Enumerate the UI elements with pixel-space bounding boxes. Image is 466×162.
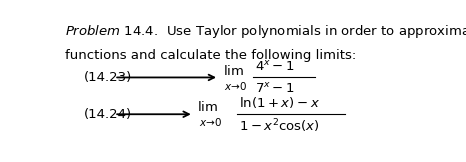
Text: $\lim$: $\lim$ (223, 64, 244, 78)
Text: $x\!\to\!0$: $x\!\to\!0$ (199, 116, 223, 128)
Text: $\it{Problem}$ 14.4.  Use Taylor polynomials in order to approximate the: $\it{Problem}$ 14.4. Use Taylor polynomi… (65, 23, 466, 40)
Text: $\ln(1 + x) - x$: $\ln(1 + x) - x$ (239, 95, 320, 110)
Text: $\lim$: $\lim$ (197, 100, 219, 114)
Text: $4^{x} - 1$: $4^{x} - 1$ (255, 60, 295, 74)
Text: $1 - x^{2}\cos(x)$: $1 - x^{2}\cos(x)$ (239, 117, 320, 135)
Text: (14.23): (14.23) (83, 71, 132, 84)
Text: $x\!\to\!0$: $x\!\to\!0$ (225, 80, 248, 92)
Text: (14.24): (14.24) (83, 108, 132, 121)
Text: $7^{x} - 1$: $7^{x} - 1$ (255, 82, 295, 96)
Text: functions and calculate the following limits:: functions and calculate the following li… (65, 49, 356, 62)
